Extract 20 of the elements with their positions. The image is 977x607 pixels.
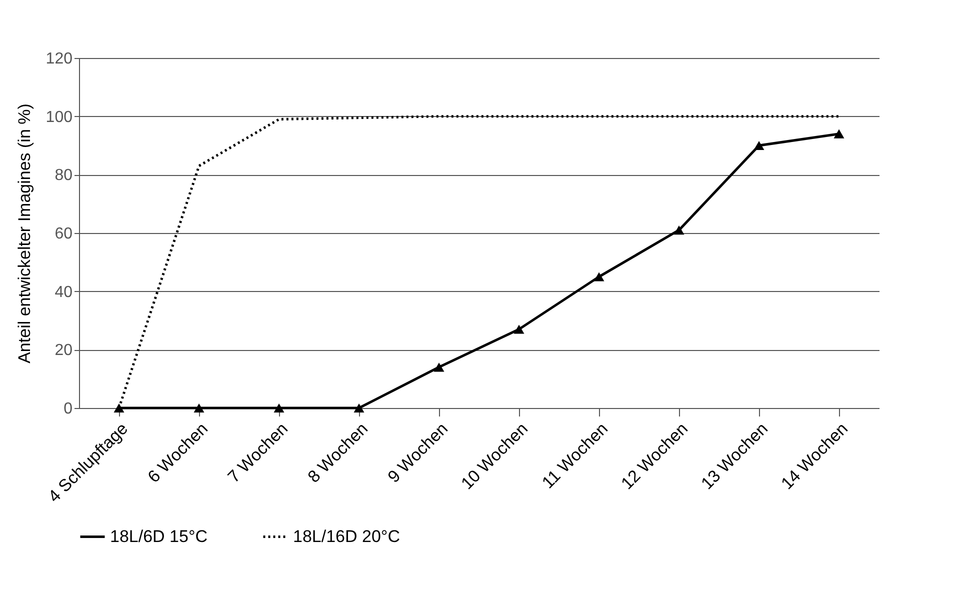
point (834, 129, 844, 138)
point (514, 324, 524, 334)
y-tick-label: 100 (46, 108, 73, 126)
point (674, 226, 684, 235)
legend-label: 18L/6D 15°C (110, 526, 208, 546)
y-axis-title: Anteil entwickelter Imagines (in %) (14, 104, 34, 364)
point (354, 403, 364, 413)
y-tick-label: 120 (46, 50, 73, 68)
point (274, 403, 284, 413)
point (594, 272, 604, 282)
y-tick-label: 20 (54, 342, 73, 360)
y-tick-label: 40 (54, 284, 73, 301)
point (434, 362, 444, 372)
y-tick-label: 80 (54, 167, 73, 184)
y-tick-label: 0 (64, 400, 73, 418)
point (754, 140, 764, 150)
y-tick-label: 60 (54, 226, 73, 242)
point (114, 403, 124, 413)
legend-label: 18L/16D 20°C (293, 526, 400, 546)
point (194, 403, 204, 413)
